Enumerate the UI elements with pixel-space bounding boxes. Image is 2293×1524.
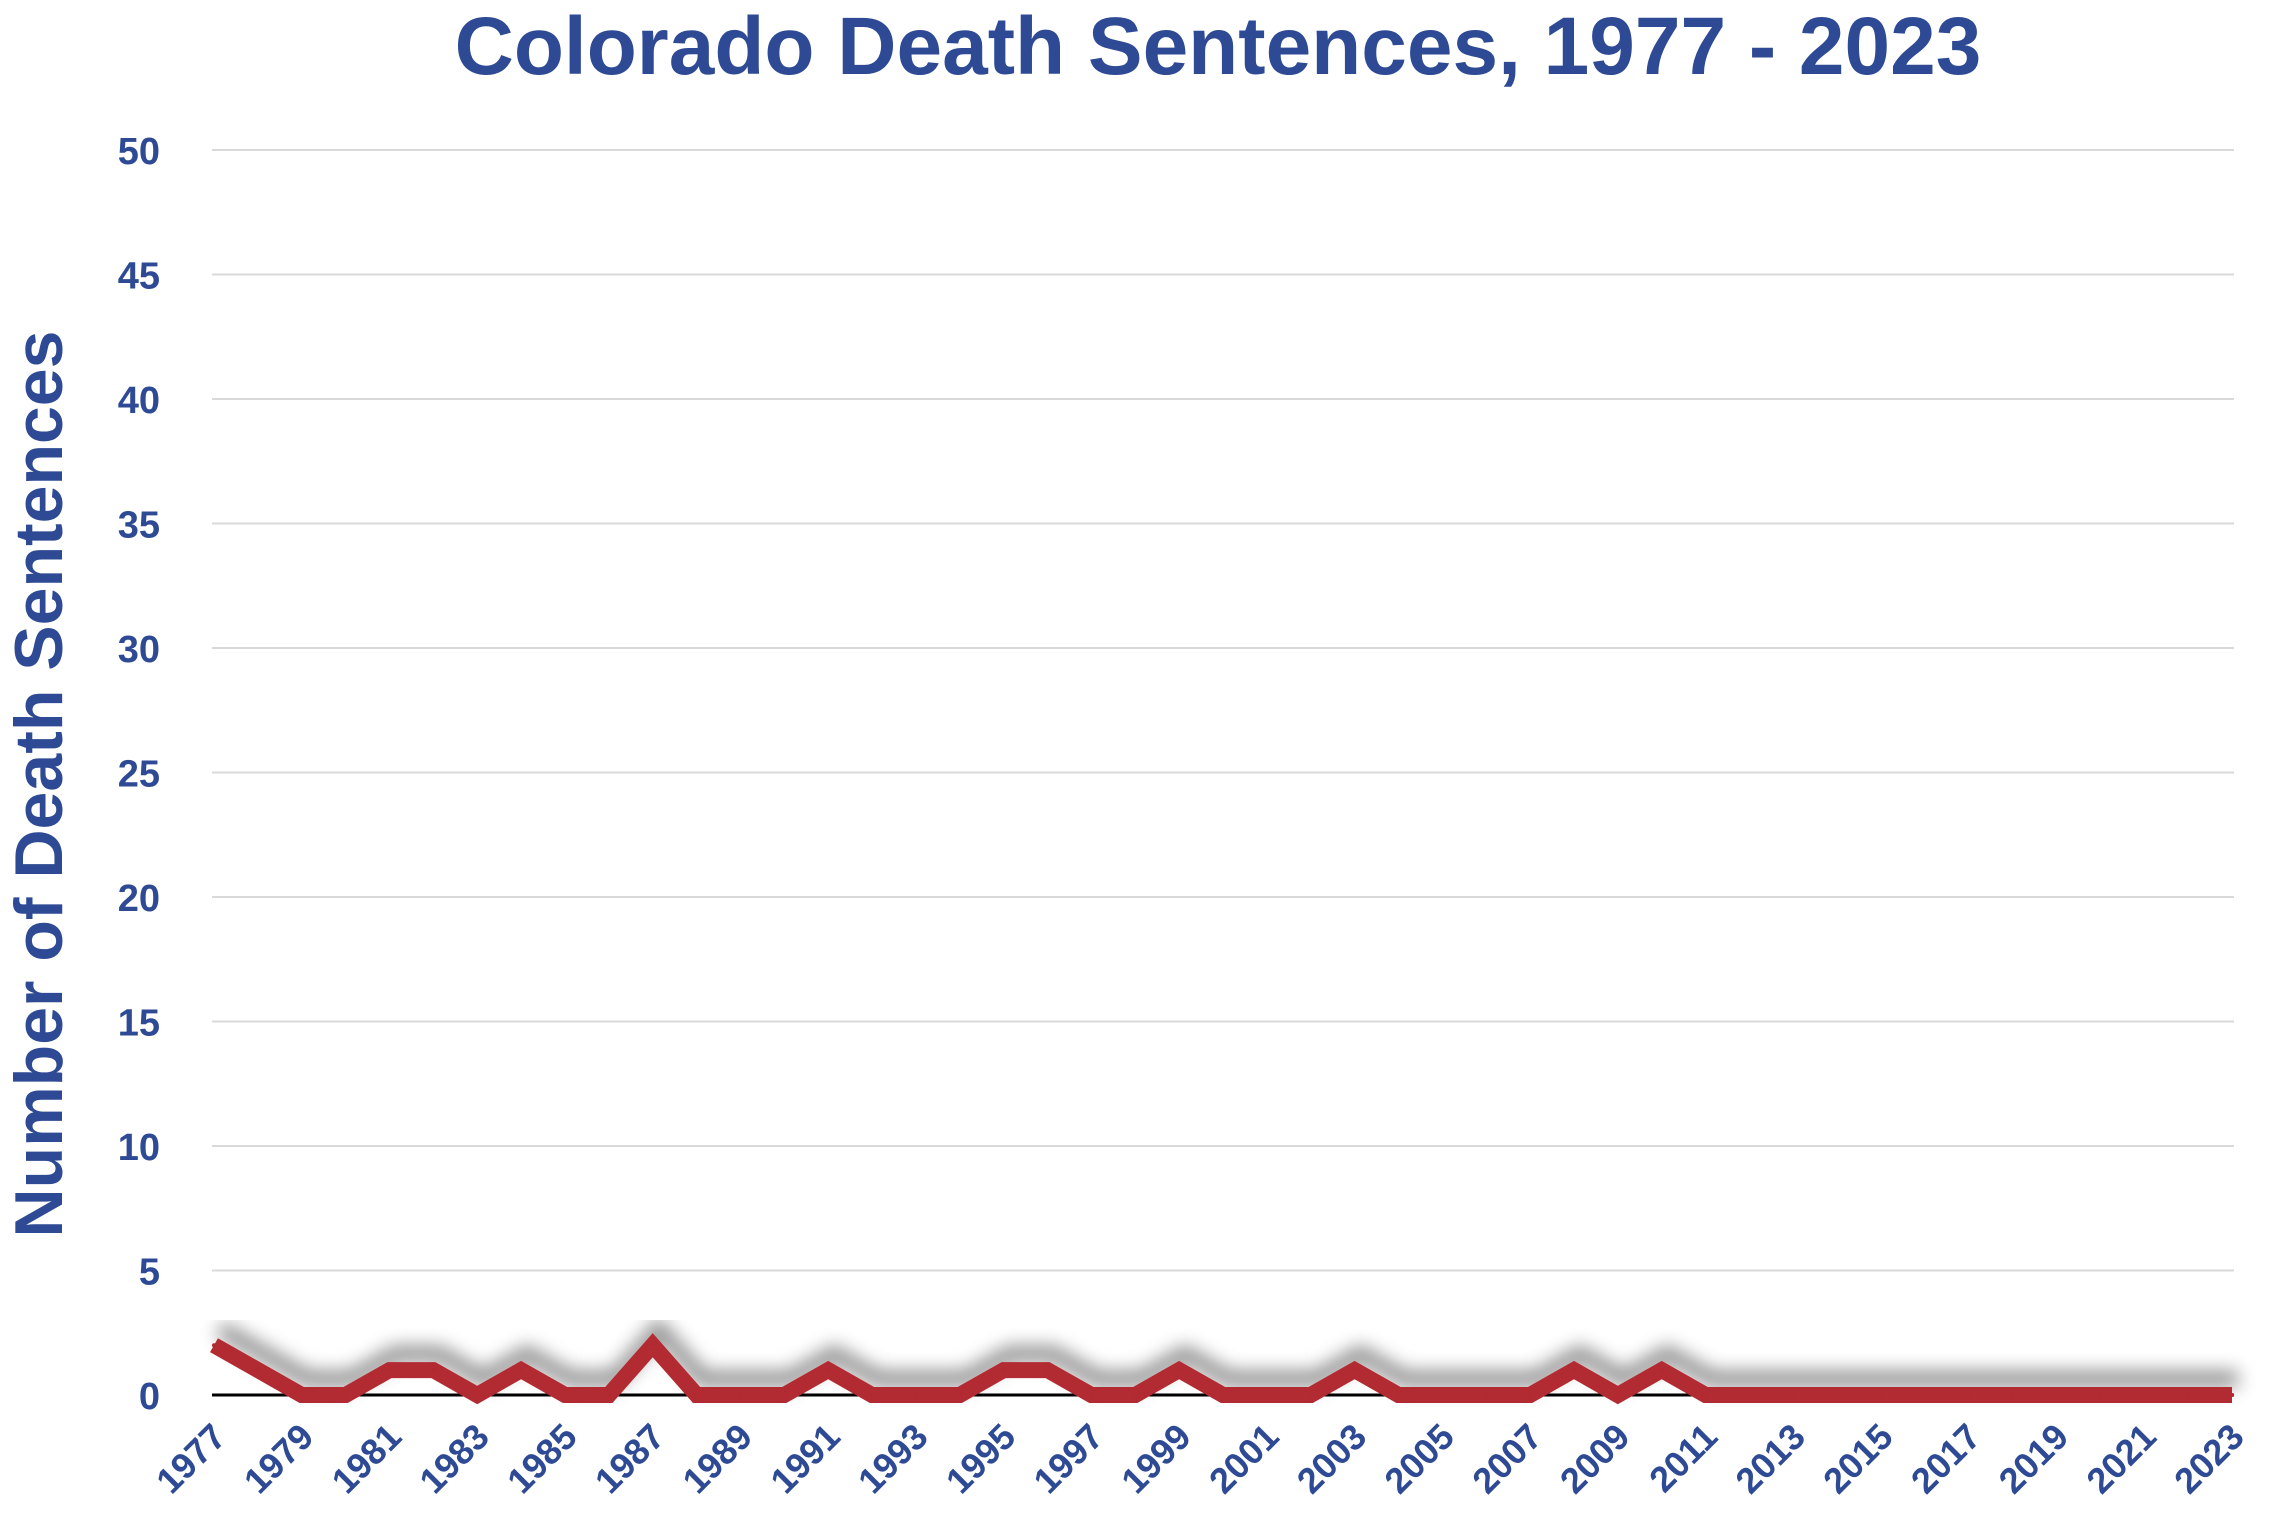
data-point bbox=[870, 1393, 874, 1397]
data-point bbox=[2098, 1393, 2103, 1397]
y-axis-ticks: 0 5 10 15 20 25 30 35 40 45 50 bbox=[118, 131, 160, 1418]
x-tick-label: 2019 bbox=[1991, 1416, 2077, 1502]
data-point bbox=[1396, 1393, 1401, 1397]
data-point bbox=[782, 1393, 787, 1397]
x-tick-label: 2005 bbox=[1376, 1416, 1462, 1502]
x-tick-label: 2017 bbox=[1903, 1416, 1989, 1502]
data-point bbox=[387, 1368, 392, 1373]
x-tick-label: 2015 bbox=[1815, 1416, 1901, 1502]
data-point bbox=[826, 1368, 831, 1373]
x-tick-label: 2009 bbox=[1552, 1416, 1638, 1502]
data-point bbox=[913, 1393, 918, 1397]
x-tick-label: 2021 bbox=[2078, 1416, 2164, 1502]
data-point bbox=[1922, 1393, 1927, 1397]
data-point bbox=[1133, 1393, 1138, 1397]
x-axis-ticks: 1977 1979 1981 1983 1985 1987 1989 1991 1993 1995… bbox=[148, 1416, 2252, 1502]
data-point bbox=[2054, 1393, 2059, 1397]
data-point bbox=[1615, 1393, 1620, 1397]
y-tick-label: 20 bbox=[118, 878, 160, 920]
y-tick-label: 45 bbox=[118, 256, 160, 298]
x-tick-label: 2003 bbox=[1289, 1416, 1375, 1502]
chart-title: Colorado Death Sentences, 1977 - 2023 bbox=[455, 1, 1982, 92]
y-tick-label: 5 bbox=[139, 1252, 160, 1294]
x-tick-label: 1979 bbox=[236, 1416, 322, 1502]
data-point bbox=[431, 1368, 436, 1373]
y-tick-label: 25 bbox=[118, 754, 160, 796]
x-tick-label: 1997 bbox=[1025, 1416, 1111, 1502]
data-point bbox=[1966, 1393, 1971, 1397]
data-point bbox=[1221, 1393, 1225, 1397]
data-point bbox=[563, 1393, 567, 1397]
y-tick-label: 10 bbox=[118, 1127, 160, 1169]
data-point bbox=[1352, 1368, 1357, 1373]
data-point bbox=[212, 1343, 216, 1348]
data-point bbox=[957, 1393, 962, 1397]
data-point bbox=[694, 1393, 699, 1397]
data-point bbox=[650, 1343, 655, 1348]
x-tick-label: 1993 bbox=[850, 1416, 936, 1502]
data-point bbox=[2142, 1393, 2147, 1397]
x-tick-label: 2001 bbox=[1201, 1416, 1287, 1502]
y-tick-label: 0 bbox=[139, 1376, 160, 1418]
data-point bbox=[1703, 1393, 1708, 1397]
data-point bbox=[2010, 1393, 2015, 1397]
series-layer bbox=[210, 1333, 2234, 1405]
data-point bbox=[255, 1368, 260, 1373]
x-tick-label: 1991 bbox=[762, 1416, 848, 1502]
data-point bbox=[2186, 1393, 2191, 1397]
data-point bbox=[1001, 1368, 1006, 1373]
y-tick-label: 50 bbox=[118, 131, 160, 173]
x-tick-label: 1999 bbox=[1113, 1416, 1199, 1502]
data-point bbox=[1879, 1393, 1883, 1397]
data-point bbox=[1835, 1393, 1840, 1397]
data-point bbox=[1659, 1368, 1664, 1373]
data-point bbox=[1308, 1393, 1313, 1397]
x-tick-label: 1977 bbox=[148, 1416, 234, 1502]
x-tick-label: 2007 bbox=[1464, 1416, 1550, 1502]
x-tick-label: 2023 bbox=[2166, 1416, 2252, 1502]
data-point bbox=[343, 1393, 348, 1397]
data-point bbox=[475, 1393, 480, 1397]
data-point bbox=[1484, 1393, 1489, 1397]
data-point bbox=[519, 1368, 524, 1373]
y-tick-label: 15 bbox=[118, 1003, 160, 1045]
x-tick-label: 1985 bbox=[499, 1416, 585, 1502]
data-point bbox=[2230, 1393, 2234, 1397]
y-tick-label: 40 bbox=[118, 380, 160, 422]
data-point bbox=[606, 1393, 611, 1397]
x-tick-label: 1987 bbox=[587, 1416, 673, 1502]
data-point bbox=[1264, 1393, 1269, 1397]
x-tick-label: 2011 bbox=[1641, 1416, 1725, 1500]
y-tick-label: 30 bbox=[118, 629, 160, 671]
data-point bbox=[299, 1393, 304, 1397]
data-point bbox=[1791, 1393, 1796, 1397]
x-tick-label: 2013 bbox=[1727, 1416, 1813, 1502]
data-point bbox=[1177, 1368, 1182, 1373]
data-point bbox=[1528, 1393, 1533, 1397]
data-point bbox=[1747, 1393, 1752, 1397]
x-tick-label: 1989 bbox=[674, 1416, 760, 1502]
data-point bbox=[738, 1393, 743, 1397]
data-point bbox=[1572, 1368, 1576, 1373]
y-tick-label: 35 bbox=[118, 505, 160, 547]
data-point bbox=[1440, 1393, 1445, 1397]
x-tick-label: 1995 bbox=[938, 1416, 1024, 1502]
data-point bbox=[1045, 1368, 1050, 1373]
y-axis-label: Number of Death Sentences bbox=[1, 331, 77, 1238]
gridlines bbox=[212, 149, 2234, 1272]
series-line bbox=[210, 1333, 2232, 1405]
x-tick-label: 1981 bbox=[324, 1416, 410, 1502]
data-point bbox=[1089, 1393, 1094, 1397]
x-tick-label: 1983 bbox=[411, 1416, 497, 1502]
